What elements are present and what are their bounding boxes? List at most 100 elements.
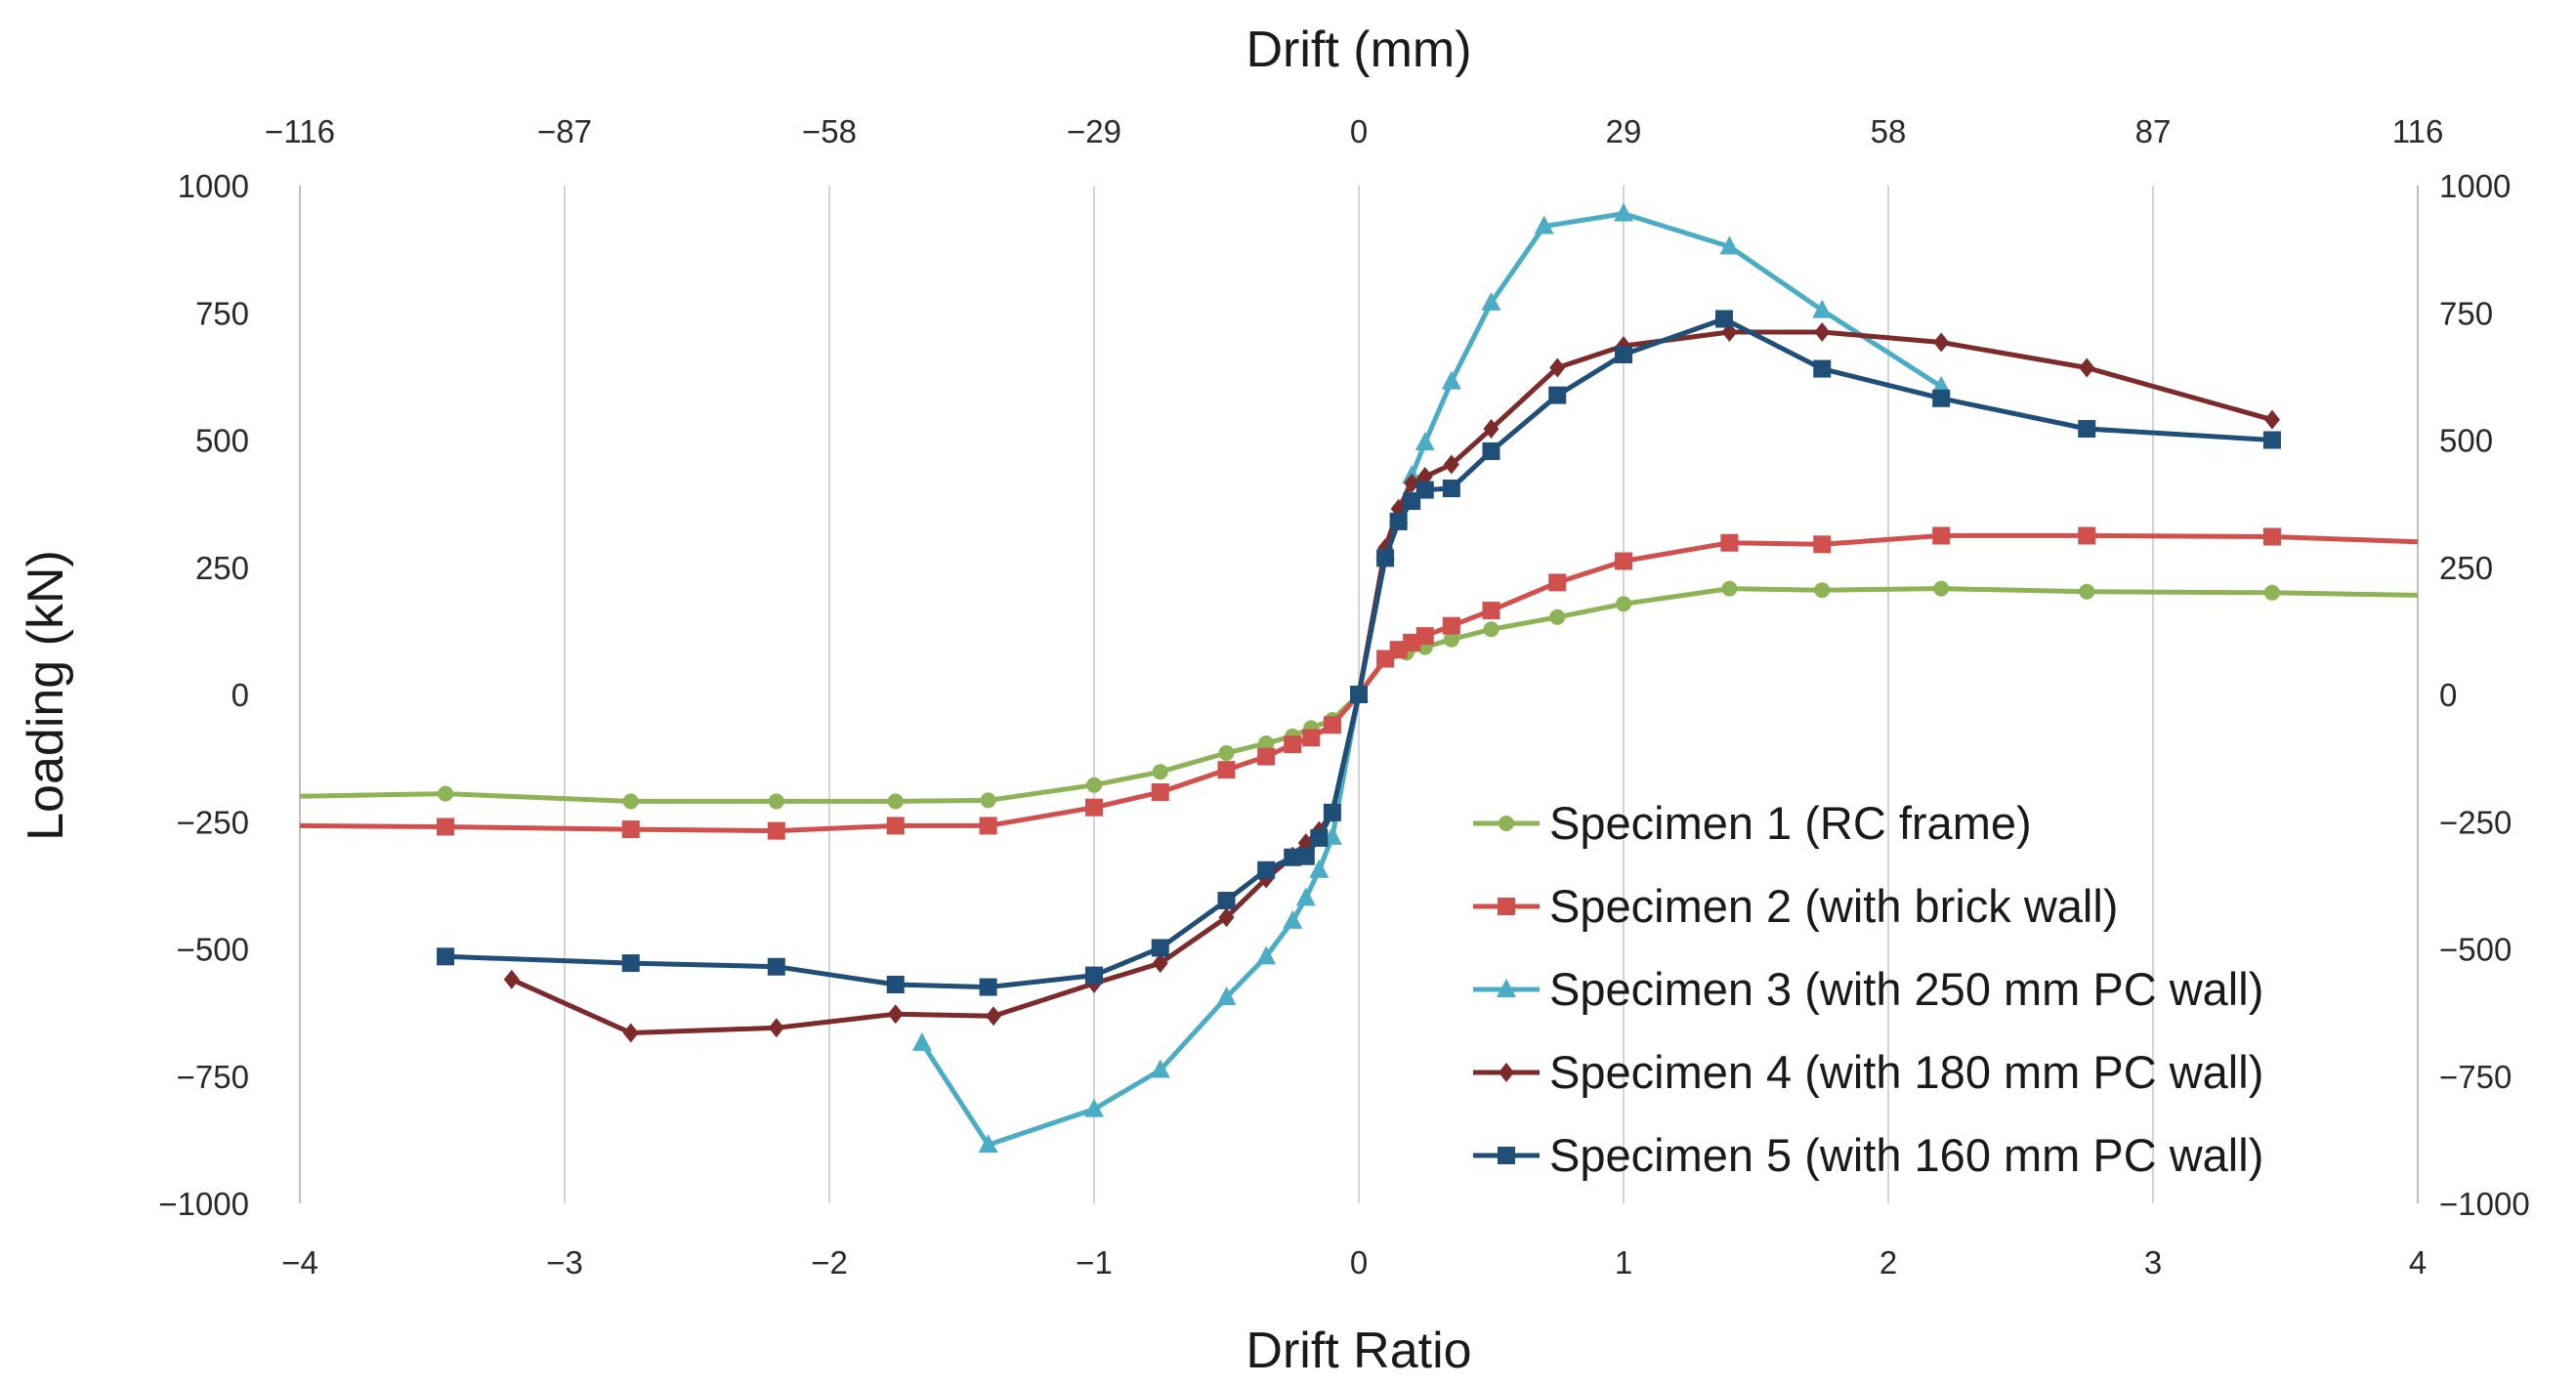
x-axis-title: Drift Ratio (1246, 1323, 1471, 1379)
y-tick-label: −1000 (158, 1186, 249, 1222)
data-point (1376, 650, 1395, 668)
data-point (1719, 235, 1740, 255)
data-point (1218, 907, 1235, 928)
data-point (2079, 357, 2095, 378)
data-point (1257, 747, 1276, 766)
y2-tick-label: 0 (2439, 677, 2457, 713)
data-point (1615, 345, 1632, 363)
x-tick-label: −4 (281, 1244, 318, 1281)
data-point (1932, 526, 1951, 545)
x2-tick-label: −87 (537, 113, 592, 149)
data-point (2262, 431, 2281, 449)
y-axis-title: Loading (kN) (18, 550, 74, 841)
legend-item: Specimen 3 (with 250 mm PC wall) (1473, 963, 2263, 1015)
y2-tick-label: −250 (2439, 804, 2512, 840)
series-5 (437, 310, 2281, 996)
data-point (1310, 828, 1329, 847)
y2-tick-label: 1000 (2439, 168, 2511, 204)
legend-label: Specimen 1 (RC frame) (1549, 797, 2032, 849)
data-point (1721, 580, 1738, 597)
data-point (2079, 583, 2095, 600)
data-point (1152, 953, 1168, 974)
data-point (1217, 892, 1236, 910)
data-point (1616, 596, 1631, 612)
series-layer (299, 202, 2419, 1154)
data-point (1151, 783, 1169, 802)
data-point (622, 1023, 639, 1043)
data-point (437, 818, 455, 836)
data-point (1403, 633, 1421, 651)
data-point (1549, 609, 1566, 625)
data-point (1295, 887, 1316, 906)
legend-label: Specimen 3 (with 250 mm PC wall) (1549, 963, 2263, 1015)
y-tick-label: 1000 (178, 168, 249, 204)
legend-item: Specimen 5 (with 160 mm PC wall) (1473, 1129, 2263, 1181)
data-point (1549, 357, 1566, 378)
y-tick-label: −750 (177, 1059, 249, 1095)
y2-tick-label: 250 (2439, 550, 2493, 586)
x-tick-label: −1 (1076, 1244, 1113, 1281)
data-point (1482, 602, 1500, 620)
data-point (887, 793, 904, 810)
legend-item: Specimen 4 (with 180 mm PC wall) (1473, 1046, 2263, 1098)
data-point (503, 969, 520, 989)
data-point (1443, 631, 1459, 648)
y2-tick-label: 500 (2439, 423, 2493, 459)
data-point (1415, 432, 1435, 451)
data-point (1534, 215, 1554, 234)
data-point (1813, 535, 1832, 554)
data-point (621, 820, 640, 839)
data-point (1151, 939, 1169, 957)
y2-tick-label: 750 (2439, 295, 2493, 331)
legend-swatch-marker (1499, 816, 1514, 831)
data-point (1812, 299, 1833, 318)
data-point (1152, 764, 1168, 780)
data-point (1257, 861, 1276, 879)
data-point (2263, 584, 2280, 601)
data-point (622, 793, 639, 810)
x2-tick-label: −58 (802, 113, 857, 149)
x2-tick-label: 58 (1871, 113, 1907, 149)
data-point (979, 817, 997, 835)
y-tick-label: 0 (232, 677, 249, 713)
data-point (438, 785, 454, 802)
x2-tick-label: 87 (2135, 113, 2172, 149)
data-point (1443, 454, 1459, 475)
data-point (980, 792, 996, 809)
data-point (1309, 859, 1330, 878)
legend-label: Specimen 2 (with brick wall) (1549, 880, 2118, 932)
data-point (1814, 582, 1831, 599)
legend-item: Specimen 2 (with brick wall) (1473, 880, 2118, 932)
data-point (1933, 580, 1950, 597)
data-point (1296, 847, 1315, 865)
y-tick-label: 750 (195, 295, 249, 331)
data-point (2262, 527, 2281, 546)
data-point (768, 1018, 784, 1038)
data-point (1323, 803, 1341, 821)
x2-tick-label: −29 (1067, 113, 1121, 149)
data-point (1404, 473, 1420, 493)
legend-swatch-marker (1499, 1063, 1514, 1082)
data-point (2263, 409, 2280, 430)
x2-tick-label: −116 (265, 113, 335, 149)
legend-item: Specimen 1 (RC frame) (1473, 797, 2032, 849)
data-point (1933, 332, 1950, 353)
data-point (1218, 744, 1235, 761)
data-point (1085, 966, 1103, 985)
data-point (1441, 370, 1461, 390)
x-tick-label: 0 (1350, 1244, 1368, 1281)
data-point (1216, 986, 1237, 1005)
data-point (767, 957, 785, 976)
data-point (1283, 909, 1303, 929)
legend-swatch-marker (1498, 1147, 1515, 1164)
data-point (1350, 686, 1368, 703)
data-point (1284, 848, 1302, 866)
data-point (768, 793, 784, 810)
data-point (886, 975, 905, 993)
data-point (1217, 761, 1236, 779)
x2-axis-title: Drift (mm) (1246, 21, 1471, 78)
y-tick-label: −500 (177, 932, 249, 968)
legend-swatch-marker (1497, 979, 1516, 997)
data-point (1284, 735, 1302, 754)
